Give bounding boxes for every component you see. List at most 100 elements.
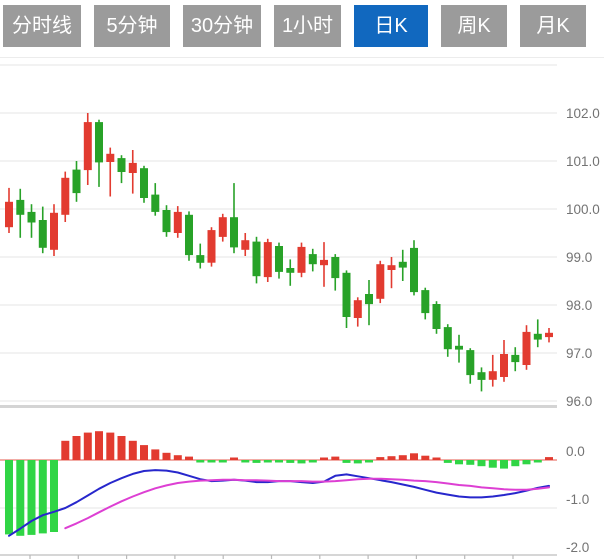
candle-body xyxy=(241,240,250,250)
macd-bar xyxy=(61,440,70,460)
macd-bar xyxy=(117,436,126,460)
macd-bar xyxy=(398,455,407,460)
candle-body xyxy=(320,259,328,266)
macd-bar xyxy=(320,457,328,460)
macd-bar xyxy=(455,460,463,465)
candle-body xyxy=(128,162,137,173)
candle-body xyxy=(27,211,36,223)
macd-bar xyxy=(387,456,396,460)
macd-bar xyxy=(207,460,216,463)
macd-bar xyxy=(275,460,283,463)
price-tick-label: 102.0 xyxy=(566,106,600,121)
price-tick-label: 101.0 xyxy=(566,154,600,169)
candle-body xyxy=(455,345,463,350)
candle-body xyxy=(140,168,148,198)
candle-body xyxy=(185,214,193,256)
macd-bar xyxy=(297,460,306,464)
macd-bar xyxy=(353,460,362,464)
macd-bar xyxy=(263,460,272,463)
candle-body xyxy=(151,194,160,212)
price-axis-labels: 102.0 101.0 100.0 99.0 98.0 97.0 96.0 xyxy=(566,106,600,409)
candle-body xyxy=(72,169,81,194)
macd-bar xyxy=(27,460,36,535)
macd-bar xyxy=(162,452,171,460)
price-tick-label: 100.0 xyxy=(566,202,600,217)
candle-body xyxy=(477,372,486,380)
macd-bar xyxy=(38,460,47,534)
macd-axis-labels: 0.0 -1.0 -2.0 xyxy=(566,444,589,555)
macd-bar xyxy=(545,457,553,460)
macd-bar xyxy=(477,460,486,467)
macd-bar xyxy=(95,431,103,460)
macd-panel-grid xyxy=(0,459,557,559)
candle-body xyxy=(196,255,205,263)
macd-bar xyxy=(308,460,317,463)
macd-bar xyxy=(173,455,182,460)
macd-bar xyxy=(151,449,160,460)
price-tick-label: 99.0 xyxy=(566,250,592,265)
candle-body xyxy=(38,220,47,248)
candle-body xyxy=(533,333,542,340)
candle-body xyxy=(500,354,508,377)
tab-daily-k[interactable]: 日K xyxy=(354,5,428,47)
price-tick-label: 96.0 xyxy=(566,394,592,409)
macd-bar xyxy=(252,460,261,463)
macd-bar xyxy=(5,460,13,535)
macd-bar xyxy=(410,453,418,460)
candle-body xyxy=(117,158,126,172)
candle-body xyxy=(398,261,407,268)
candle-body xyxy=(5,201,13,228)
tab-5min[interactable]: 5分钟 xyxy=(94,5,170,47)
macd-bar xyxy=(50,460,58,532)
macd-bar xyxy=(83,432,92,460)
macd-tick-label: -1.0 xyxy=(566,492,589,507)
candle-body xyxy=(511,354,520,363)
macd-bar xyxy=(376,457,385,460)
candle-body xyxy=(297,246,306,273)
macd-bar xyxy=(365,460,373,463)
candle-body xyxy=(387,265,396,270)
candle-body xyxy=(61,177,70,215)
macd-bar xyxy=(533,460,542,463)
candle-body xyxy=(365,294,373,305)
candle-body xyxy=(162,210,171,233)
tab-time-line[interactable]: 分时线 xyxy=(3,5,81,47)
candle-body xyxy=(342,272,351,317)
price-tick-label: 98.0 xyxy=(566,298,592,313)
macd-tick-label: -2.0 xyxy=(566,540,589,555)
candle-body xyxy=(286,268,295,273)
macd-bar xyxy=(72,436,81,460)
candle-body xyxy=(545,332,553,338)
candle-body xyxy=(230,217,238,248)
timeframe-tabbar: 分时线 5分钟 30分钟 1小时 日K 周K 月K xyxy=(3,5,586,47)
candle-body xyxy=(207,230,216,263)
candle-body xyxy=(331,257,340,279)
macd-bar xyxy=(443,460,452,463)
price-tick-label: 97.0 xyxy=(566,346,592,361)
candle-body xyxy=(488,371,497,380)
macd-bar xyxy=(522,460,531,465)
macd-bar xyxy=(488,460,497,468)
macd-bar xyxy=(331,456,340,460)
tab-30min[interactable]: 30分钟 xyxy=(183,5,261,47)
candle-body xyxy=(353,300,362,318)
price-panel-grid xyxy=(0,57,604,402)
tab-1hour[interactable]: 1小时 xyxy=(274,5,341,47)
candle-body xyxy=(421,290,430,314)
tab-weekly-k[interactable]: 周K xyxy=(441,5,507,47)
candle-body xyxy=(50,212,58,250)
macd-bar xyxy=(218,460,227,463)
candle-body xyxy=(410,247,418,293)
macd-bar xyxy=(196,460,205,463)
macd-bar xyxy=(342,460,351,463)
macd-bar xyxy=(230,457,238,460)
macd-bar xyxy=(16,460,25,536)
macd-histogram xyxy=(5,431,553,536)
candle-body xyxy=(218,217,227,237)
macd-bar xyxy=(286,460,295,463)
candle-body xyxy=(263,242,272,278)
tab-monthly-k[interactable]: 月K xyxy=(520,5,586,47)
candle-body xyxy=(16,199,25,215)
